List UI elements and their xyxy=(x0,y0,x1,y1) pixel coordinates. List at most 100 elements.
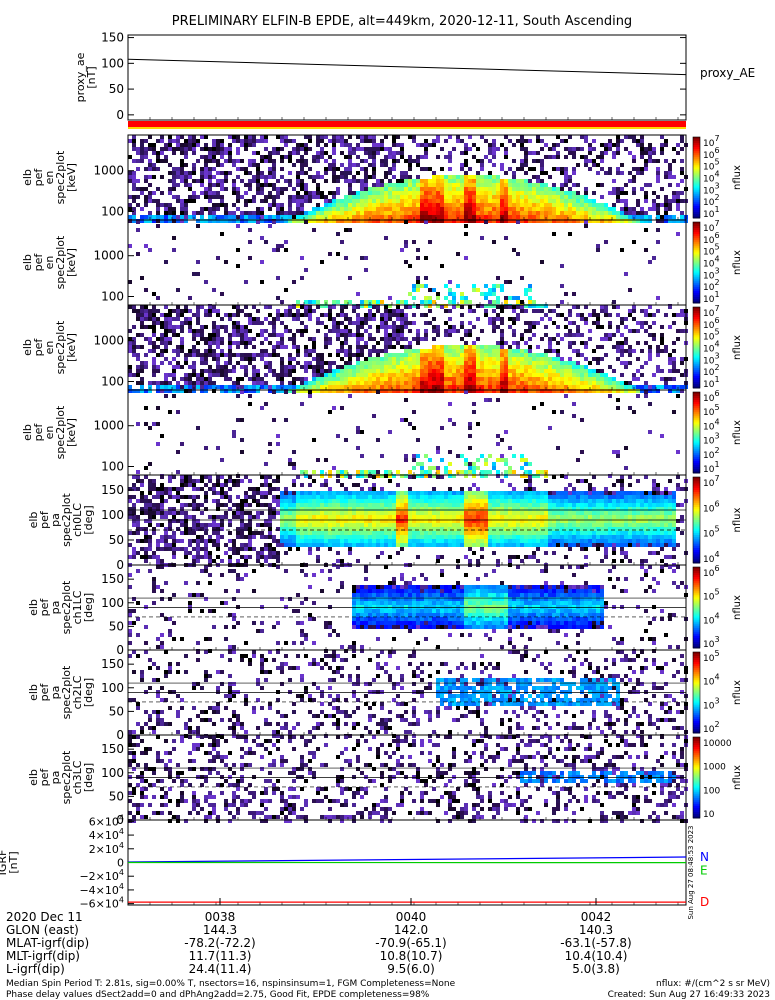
spectrogram-cell xyxy=(556,167,560,171)
spectrogram-cell xyxy=(172,195,176,199)
spectrogram-cell xyxy=(180,167,184,171)
spectrogram-cell xyxy=(476,199,480,203)
spectrogram-cell xyxy=(488,215,492,219)
spectrogram-cell xyxy=(204,159,208,163)
spectrogram-cell xyxy=(208,345,212,349)
spectrogram-cell xyxy=(360,353,364,357)
colorbar-label: nflux xyxy=(732,250,743,275)
spectrogram-cell xyxy=(312,389,316,393)
spectrogram-cell xyxy=(304,470,308,474)
spectrogram-cell xyxy=(348,199,352,203)
spectrogram-cell xyxy=(328,470,332,474)
spectrogram-cell xyxy=(312,309,316,313)
pitch-angle-cell xyxy=(208,559,212,563)
spectrogram-cell xyxy=(392,199,396,203)
spectrogram-cell xyxy=(456,329,460,333)
spectrogram-cell xyxy=(504,369,508,373)
spectrogram-cell xyxy=(448,474,452,478)
spectrogram-cell xyxy=(200,219,204,223)
pitch-angle-cell xyxy=(204,539,208,543)
spectrogram-cell xyxy=(468,175,472,179)
pitch-angle-cell xyxy=(184,527,188,531)
spectrogram-cell xyxy=(516,139,520,143)
spectrogram-cell xyxy=(624,147,628,151)
colorbar-segment xyxy=(693,335,700,338)
spectrogram-cell xyxy=(404,305,408,309)
pitch-angle-cell xyxy=(180,479,184,483)
spectrogram-cell xyxy=(300,179,304,183)
spectrogram-cell xyxy=(384,155,388,159)
spectrogram-cell xyxy=(340,211,344,215)
spectrogram-cell xyxy=(624,211,628,215)
spectrogram-cell xyxy=(248,199,252,203)
spectrogram-cell xyxy=(516,300,520,304)
spectrogram-cell xyxy=(468,357,472,361)
spectrogram-cell xyxy=(344,341,348,345)
spectrogram-cell xyxy=(512,159,516,163)
pitch-angle-cell xyxy=(160,523,164,527)
spectrogram-cell xyxy=(456,345,460,349)
spectrogram-cell xyxy=(288,389,292,393)
spectrogram-cell xyxy=(348,349,352,353)
spectrogram-cell xyxy=(404,377,408,381)
spectrogram-cell xyxy=(432,325,436,329)
spectrogram-cell xyxy=(432,215,436,219)
spectrogram-cell xyxy=(656,296,660,300)
spectrogram-cell xyxy=(516,187,520,191)
spectrogram-cell xyxy=(584,389,588,393)
spectrogram-cell xyxy=(288,458,292,462)
spectrogram-cell xyxy=(372,357,376,361)
spectrogram-cell xyxy=(508,199,512,203)
spectrogram-cell xyxy=(272,390,276,394)
spectrogram-cell xyxy=(276,244,280,248)
spectrogram-cell xyxy=(432,357,436,361)
spectrogram-cell xyxy=(592,369,596,373)
colorbar-label: nflux xyxy=(732,420,743,445)
spectrogram-cell xyxy=(508,466,512,470)
spectrogram-cell xyxy=(232,191,236,195)
pitch-angle-cell xyxy=(140,507,144,511)
spectrogram-cell xyxy=(644,321,648,325)
colorbar-segment xyxy=(693,351,700,355)
spectrogram-cell xyxy=(200,183,204,187)
spectrogram-cell xyxy=(324,369,328,373)
spectrogram-cell xyxy=(628,349,632,353)
spectrogram-cell xyxy=(128,389,132,393)
spectrogram-cell xyxy=(348,179,352,183)
spectrogram-cell xyxy=(616,199,620,203)
spectrogram-cell xyxy=(312,341,316,345)
spectrogram-cell xyxy=(272,349,276,353)
spectrogram-cell xyxy=(560,167,564,171)
pitch-angle-cell xyxy=(216,503,220,507)
spectrogram-cell xyxy=(676,337,680,341)
spectrogram-cell xyxy=(380,361,384,365)
spectrogram-cell xyxy=(520,139,524,143)
spectrogram-cell xyxy=(432,171,436,175)
spectrogram-cell xyxy=(460,365,464,369)
spectrogram-cell xyxy=(420,381,424,385)
spectrogram-cell xyxy=(216,341,220,345)
pitch-angle-cell xyxy=(168,527,172,531)
spectrogram-cell xyxy=(536,345,540,349)
spectrogram-cell xyxy=(476,207,480,211)
spectrogram-cell xyxy=(136,159,140,163)
spectrogram-cell xyxy=(420,385,424,389)
spectrogram-cell xyxy=(468,219,472,223)
spectrogram-cell xyxy=(488,175,492,179)
spectrogram-cell xyxy=(308,353,312,357)
spectrogram-cell xyxy=(624,361,628,365)
spectrogram-cell xyxy=(592,389,596,393)
spectrogram-cell xyxy=(348,369,352,373)
spectrogram-cell xyxy=(344,389,348,393)
spectrogram-cell xyxy=(136,422,140,426)
spectrogram-cell xyxy=(416,191,420,195)
spectrogram-cell xyxy=(300,256,304,260)
spec_en_2-ylabel-line-1: pef xyxy=(32,253,45,272)
spectrogram-cell xyxy=(156,159,160,163)
spectrogram-cell xyxy=(520,300,524,304)
spectrogram-cell xyxy=(408,199,412,203)
spectrogram-cell xyxy=(532,183,536,187)
spectrogram-cell xyxy=(368,381,372,385)
spectrogram-cell xyxy=(600,381,604,385)
spectrogram-cell xyxy=(480,175,484,179)
